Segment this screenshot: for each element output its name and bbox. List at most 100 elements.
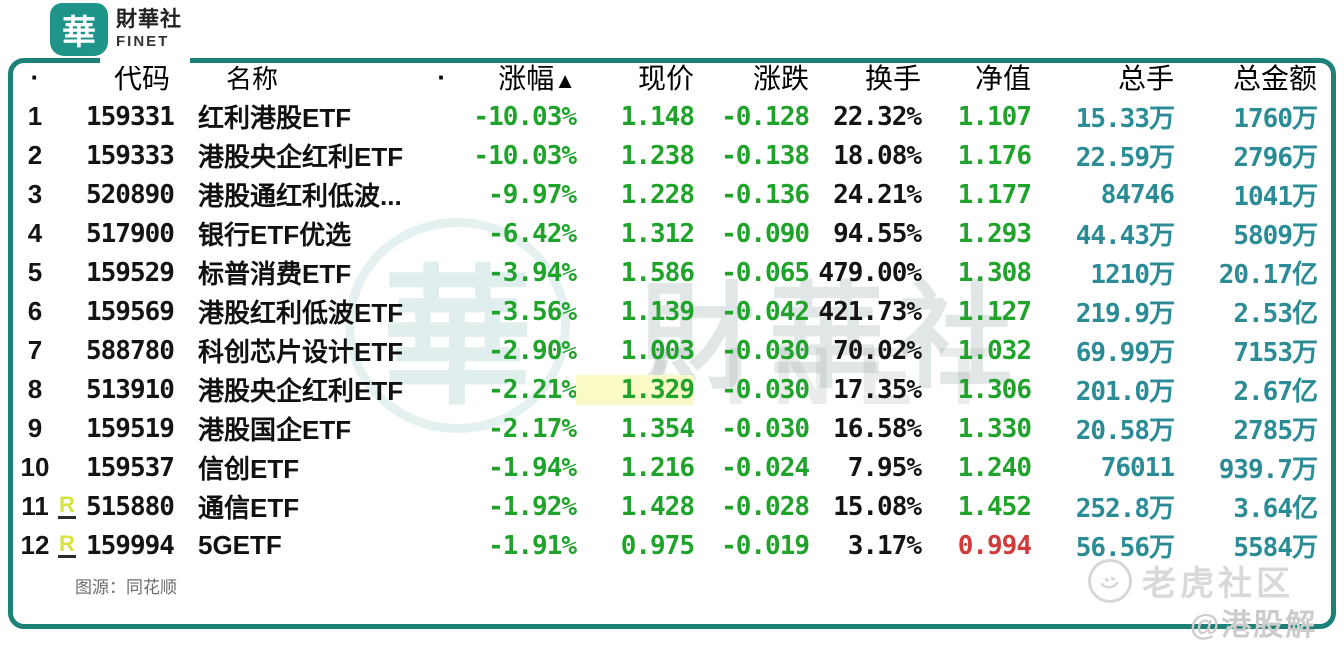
header-volume[interactable]: 总手 <box>1117 63 1174 94</box>
stock-name: 通信ETF <box>198 493 300 523</box>
volume-value: 56.56万 <box>1075 533 1175 563</box>
table-row[interactable]: 5 159529 标普消费ETF -3.94% 1.586 -0.065 479… <box>12 253 1334 292</box>
margin-marker: R <box>58 494 86 519</box>
stock-code: 520890 <box>86 179 175 210</box>
price-value: 1.329 <box>576 374 695 405</box>
volume-value: 252.8万 <box>1075 494 1175 524</box>
volume-value: 44.43万 <box>1075 221 1175 251</box>
change-value: -0.065 <box>721 257 810 288</box>
row-index: 8 <box>27 374 43 404</box>
change-pct-value: -3.94% <box>488 257 577 288</box>
row-index: 3 <box>27 179 43 209</box>
stock-code: 588780 <box>86 335 175 366</box>
table-row[interactable]: 6 159569 港股红利低波ETF -3.56% 1.139 -0.042 4… <box>12 292 1334 331</box>
row-index: 11 <box>21 491 49 521</box>
change-value: -0.042 <box>721 296 810 327</box>
row-index: 7 <box>27 335 43 365</box>
stock-name: 5GETF <box>198 530 282 560</box>
header-change-pct[interactable]: 涨幅▲ <box>446 57 576 97</box>
header-price[interactable]: 现价 <box>637 63 694 94</box>
nav-value: 1.032 <box>957 335 1032 366</box>
amount-value: 7153万 <box>1233 338 1318 368</box>
table-row[interactable]: 9 159519 港股国企ETF -2.17% 1.354 -0.030 16.… <box>12 409 1334 448</box>
header-amount[interactable]: 总金额 <box>1232 63 1317 94</box>
turnover-value: 479.00% <box>818 257 922 288</box>
header-change-pct-label: 涨幅 <box>498 63 555 94</box>
margin-r-icon: R <box>58 492 76 519</box>
header-name[interactable]: 名称 · <box>198 59 446 96</box>
nav-value: 1.308 <box>957 257 1032 288</box>
price-value: 1.312 <box>620 218 695 249</box>
change-pct-value: -9.97% <box>488 179 577 210</box>
row-index: 4 <box>27 218 43 248</box>
stock-name: 港股央企红利ETF <box>198 142 404 172</box>
table-row[interactable]: 7 588780 科创芯片设计ETF -2.90% 1.003 -0.030 7… <box>12 331 1334 370</box>
change-pct-value: -10.03% <box>473 140 577 171</box>
header-change[interactable]: 涨跌 <box>752 63 809 94</box>
nav-value: 1.452 <box>957 491 1032 522</box>
stock-name: 港股央企红利ETF <box>198 376 404 406</box>
table-row[interactable]: 11 R 515880 通信ETF -1.92% 1.428 -0.028 15… <box>12 487 1334 526</box>
change-pct-value: -2.17% <box>488 413 577 444</box>
volume-value: 15.33万 <box>1075 104 1175 134</box>
stock-code: 515880 <box>86 491 175 522</box>
header-turnover[interactable]: 换手 <box>864 63 921 94</box>
stock-code: 517900 <box>86 218 175 249</box>
stock-code: 159994 <box>86 530 175 561</box>
row-index: 9 <box>27 413 43 443</box>
amount-value: 939.7万 <box>1218 455 1318 485</box>
table-row[interactable]: 2 159333 港股央企红利ETF -10.03% 1.238 -0.138 … <box>12 136 1334 175</box>
turnover-value: 16.58% <box>833 413 922 444</box>
amount-value: 2.53亿 <box>1233 299 1318 329</box>
stock-name: 红利港股ETF <box>198 103 352 133</box>
stock-name: 科创芯片设计ETF <box>198 337 404 367</box>
header-dot-2: · <box>437 61 446 92</box>
table-row[interactable]: 1 159331 红利港股ETF -10.03% 1.148 -0.128 22… <box>12 97 1334 136</box>
change-value: -0.030 <box>721 374 810 405</box>
turnover-value: 7.95% <box>847 452 922 483</box>
change-pct-value: -1.94% <box>488 452 577 483</box>
table-row[interactable]: 10 159537 信创ETF -1.94% 1.216 -0.024 7.95… <box>12 448 1334 487</box>
volume-value: 84746 <box>1100 179 1175 210</box>
stock-code: 159519 <box>86 413 175 444</box>
stock-name: 港股国企ETF <box>198 415 352 445</box>
table-row[interactable]: 3 520890 港股通红利低波... -9.97% 1.228 -0.136 … <box>12 175 1334 214</box>
amount-value: 20.17亿 <box>1218 260 1318 290</box>
nav-value: 1.177 <box>957 179 1032 210</box>
row-index: 1 <box>27 101 43 131</box>
change-pct-value: -2.90% <box>488 335 577 366</box>
turnover-value: 15.08% <box>833 491 922 522</box>
table-header-row: · 代码 名称 · 涨幅▲ 现价 涨跌 换手 净值 总手 总金额 <box>12 57 1334 97</box>
amount-value: 1760万 <box>1233 104 1318 134</box>
volume-value: 22.59万 <box>1075 143 1175 173</box>
header-name-label: 名称 <box>226 63 279 94</box>
volume-value: 69.99万 <box>1075 338 1175 368</box>
row-index: 5 <box>27 257 43 287</box>
nav-value: 0.994 <box>957 530 1032 561</box>
row-index: 2 <box>27 140 43 170</box>
stock-name: 港股通红利低波... <box>198 181 402 211</box>
price-value: 1.354 <box>620 413 695 444</box>
amount-value: 2785万 <box>1233 416 1318 446</box>
turnover-value: 18.08% <box>833 140 922 171</box>
stock-name: 信创ETF <box>198 454 300 484</box>
turnover-value: 421.73% <box>818 296 922 327</box>
stock-code: 159333 <box>86 140 175 171</box>
header-code[interactable]: 代码 <box>113 63 170 94</box>
volume-value: 219.9万 <box>1075 299 1175 329</box>
amount-value: 1041万 <box>1233 182 1318 212</box>
brand-logo: 華 財華社 FINET <box>50 3 182 56</box>
stock-code: 159331 <box>86 101 175 132</box>
table-row[interactable]: 12 R 159994 5GETF -1.91% 0.975 -0.019 3.… <box>12 526 1334 565</box>
stock-code: 513910 <box>86 374 175 405</box>
card-frame <box>8 58 1336 629</box>
stock-code: 159529 <box>86 257 175 288</box>
margin-r-icon: R <box>58 531 76 558</box>
table-row[interactable]: 4 517900 银行ETF优选 -6.42% 1.312 -0.090 94.… <box>12 214 1334 253</box>
change-value: -0.019 <box>721 530 810 561</box>
table-row[interactable]: 8 513910 港股央企红利ETF -2.21% 1.329 -0.030 1… <box>12 370 1334 409</box>
change-value: -0.090 <box>721 218 810 249</box>
header-nav[interactable]: 净值 <box>974 63 1031 94</box>
nav-value: 1.330 <box>957 413 1032 444</box>
change-pct-value: -2.21% <box>488 374 577 405</box>
